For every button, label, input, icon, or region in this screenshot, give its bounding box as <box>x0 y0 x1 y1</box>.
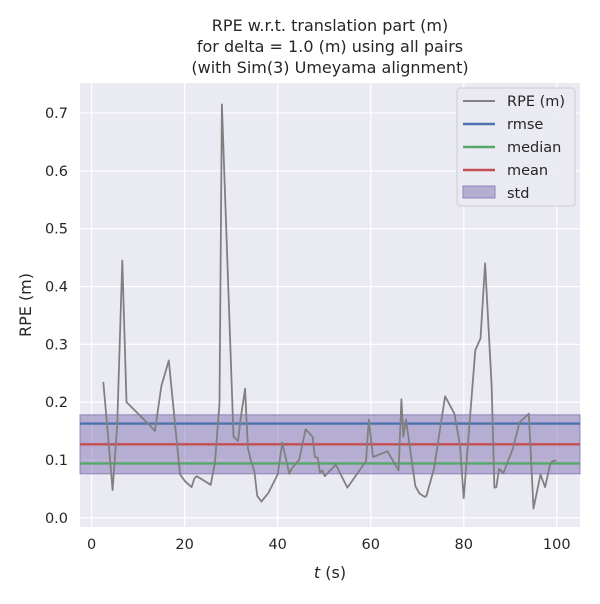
legend-label-median: median <box>507 140 561 156</box>
y-tick-label: 0.1 <box>45 453 68 469</box>
y-tick-label: 0.0 <box>45 511 68 527</box>
legend: RPE (m) rmse median mean std <box>456 87 576 207</box>
y-tick-label: 0.3 <box>45 337 68 353</box>
y-axis-label: RPE (m) <box>16 273 35 337</box>
y-tick-label: 0.4 <box>45 280 68 296</box>
x-tick-label: 20 <box>175 537 193 553</box>
statistic-lines-layer <box>80 422 580 465</box>
x-tick-label: 60 <box>361 537 379 553</box>
y-tick-label: 0.5 <box>45 222 68 238</box>
y-tick-label: 0.7 <box>45 106 68 122</box>
legend-label-std: std <box>507 186 529 202</box>
rpe-series-layer <box>102 103 557 510</box>
chart-title-line-3: (with Sim(3) Umeyama alignment) <box>191 58 468 77</box>
chart-title: RPE w.r.t. translation part (m) for delt… <box>191 16 468 77</box>
x-tick-label: 80 <box>454 537 472 553</box>
x-axis-label-var: t <box>314 563 321 582</box>
x-tick-label: 0 <box>87 537 96 553</box>
legend-frame <box>456 87 576 207</box>
chart-title-line-1: RPE w.r.t. translation part (m) <box>212 16 448 35</box>
legend-label-rmse: rmse <box>507 117 543 133</box>
legend-label-rpe: RPE (m) <box>507 94 565 110</box>
legend-swatch-std <box>462 185 496 199</box>
x-axis-label-unit: (s) <box>320 563 346 582</box>
y-tick-label: 0.2 <box>45 395 68 411</box>
x-tick-label: 40 <box>268 537 286 553</box>
legend-label-mean: mean <box>507 163 548 179</box>
x-tick-label: 100 <box>543 537 571 553</box>
rpe-line <box>102 103 557 510</box>
x-axis-label: t (s) <box>314 563 346 582</box>
chart-title-line-2: for delta = 1.0 (m) using all pairs <box>197 37 463 56</box>
tick-label-layer: 0 20 40 60 80 100 0.0 0.1 0.2 0.3 0.4 0.5 0.6 0.7 <box>45 106 571 553</box>
y-tick-label: 0.6 <box>45 164 68 180</box>
